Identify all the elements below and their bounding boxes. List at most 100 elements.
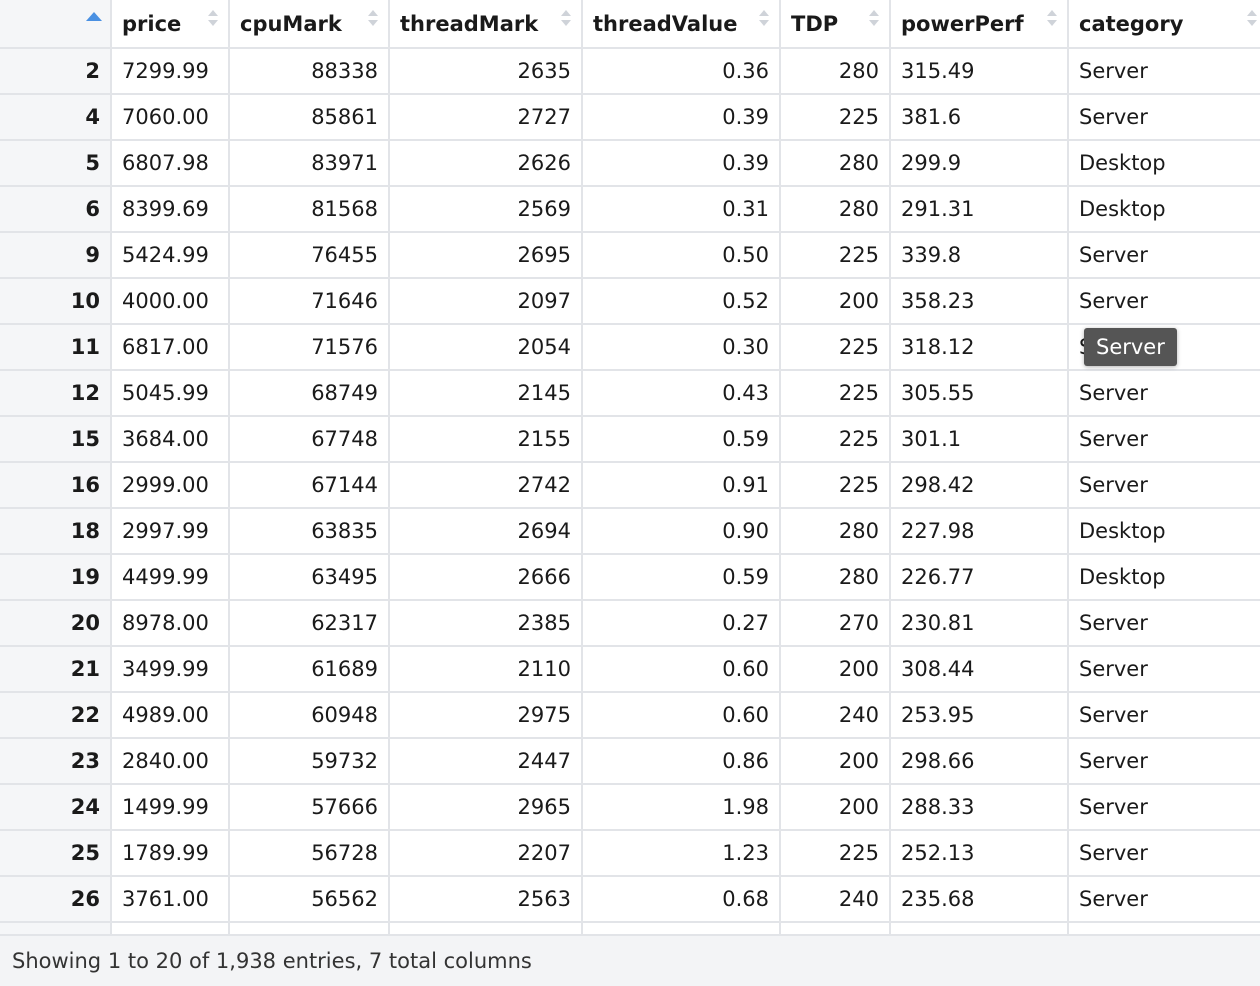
sort-ascending-icon[interactable]	[86, 12, 102, 21]
entries-info: Showing 1 to 20 of 1,938 entries, 7 tota…	[12, 949, 532, 973]
powerPerf-cell: 291.31	[890, 186, 1069, 233]
table-row[interactable]: 20 8978.00 62317 2385 0.27 270 230.81 Server	[0, 600, 1260, 647]
row-number-cell: 26	[0, 876, 112, 923]
row-number-cell: 9	[0, 232, 112, 279]
TDP-cell: 225	[780, 370, 891, 417]
threadValue-cell	[582, 922, 781, 934]
threadValue-cell: 0.43	[582, 370, 781, 417]
row-number-cell: 25	[0, 830, 112, 877]
sort-down-arrow-icon	[1247, 20, 1257, 26]
sort-icon[interactable]	[368, 10, 378, 28]
sort-up-arrow-icon	[869, 10, 879, 16]
sort-icon[interactable]	[759, 10, 769, 28]
row-number-cell: 2	[0, 48, 112, 95]
table-row[interactable]: 10 4000.00 71646 2097 0.52 200 358.23 Server	[0, 278, 1260, 325]
column-label: cpuMark	[240, 11, 342, 36]
table-row[interactable]: 6 8399.69 81568 2569 0.31 280 291.31 Desktop	[0, 186, 1260, 233]
powerPerf-cell: 227.98	[890, 508, 1069, 555]
sort-icon[interactable]	[208, 10, 218, 28]
price-cell: 2997.99	[111, 508, 230, 555]
column-header-price[interactable]: price	[111, 0, 230, 49]
threadMark-cell: 2207	[389, 830, 583, 877]
threadValue-cell: 0.52	[582, 278, 781, 325]
TDP-cell: 280	[780, 140, 891, 187]
threadMark-cell: 2097	[389, 278, 583, 325]
row-number-cell: 10	[0, 278, 112, 325]
table-row[interactable]: 19 4499.99 63495 2666 0.59 280 226.77 Desktop	[0, 554, 1260, 601]
cpuMark-cell: 57666	[229, 784, 390, 831]
price-cell: 7060.00	[111, 94, 230, 141]
threadMark-cell: 2563	[389, 876, 583, 923]
row-number-cell: 18	[0, 508, 112, 555]
column-header-TDP[interactable]: TDP	[780, 0, 891, 49]
category-cell: Server	[1068, 876, 1260, 923]
table-row[interactable]: 21 3499.99 61689 2110 0.60 200 308.44 Server	[0, 646, 1260, 693]
table-row[interactable]: 12 5045.99 68749 2145 0.43 225 305.55 Server	[0, 370, 1260, 417]
category-cell: Desktop	[1068, 186, 1260, 233]
cpuMark-cell: 63835	[229, 508, 390, 555]
powerPerf-cell: 315.49	[890, 48, 1069, 95]
price-cell: 6817.00	[111, 324, 230, 371]
cpuMark-cell: 62317	[229, 600, 390, 647]
table-row[interactable]: 16 2999.00 67144 2742 0.91 225 298.42 Server	[0, 462, 1260, 509]
sort-down-arrow-icon	[869, 20, 879, 26]
table-body: 2 7299.99 88338 2635 0.36 280 315.49 Server 4 706…	[0, 48, 1260, 934]
row-number-cell: 21	[0, 646, 112, 693]
TDP-cell: 240	[780, 876, 891, 923]
column-header-category[interactable]: category	[1068, 0, 1260, 49]
table-row[interactable]	[0, 922, 1260, 934]
price-cell: 8978.00	[111, 600, 230, 647]
sort-icon[interactable]	[561, 10, 571, 28]
sort-icon[interactable]	[869, 10, 879, 28]
column-header-cpuMark[interactable]: cpuMark	[229, 0, 390, 49]
column-header-powerPerf[interactable]: powerPerf	[890, 0, 1069, 49]
row-number-cell: 24	[0, 784, 112, 831]
price-cell: 3499.99	[111, 646, 230, 693]
price-cell: 5045.99	[111, 370, 230, 417]
column-header-threadValue[interactable]: threadValue	[582, 0, 781, 49]
category-cell: Server	[1068, 600, 1260, 647]
sort-up-arrow-icon	[1047, 10, 1057, 16]
threadMark-cell: 2155	[389, 416, 583, 463]
TDP-cell: 200	[780, 738, 891, 785]
threadMark-cell: 2975	[389, 692, 583, 739]
table-row[interactable]: 5 6807.98 83971 2626 0.39 280 299.9 Desktop	[0, 140, 1260, 187]
table-row[interactable]: 15 3684.00 67748 2155 0.59 225 301.1 Server	[0, 416, 1260, 463]
table-row[interactable]: 9 5424.99 76455 2695 0.50 225 339.8 Server	[0, 232, 1260, 279]
column-header-threadMark[interactable]: threadMark	[389, 0, 583, 49]
table-row[interactable]: 4 7060.00 85861 2727 0.39 225 381.6 Server	[0, 94, 1260, 141]
sort-icon[interactable]	[1247, 10, 1257, 28]
column-header-rownum[interactable]	[0, 0, 112, 49]
table-row[interactable]: 25 1789.99 56728 2207 1.23 225 252.13 Server	[0, 830, 1260, 877]
threadMark-cell: 2110	[389, 646, 583, 693]
threadMark-cell: 2666	[389, 554, 583, 601]
table-row[interactable]: 24 1499.99 57666 2965 1.98 200 288.33 Server	[0, 784, 1260, 831]
category-cell: Server	[1068, 784, 1260, 831]
column-label: category	[1079, 11, 1184, 36]
table-row[interactable]: 22 4989.00 60948 2975 0.60 240 253.95 Server	[0, 692, 1260, 739]
TDP-cell: 280	[780, 48, 891, 95]
row-number-cell	[0, 922, 112, 934]
TDP-cell: 280	[780, 508, 891, 555]
row-number-cell: 6	[0, 186, 112, 233]
table-row[interactable]: 2 7299.99 88338 2635 0.36 280 315.49 Server	[0, 48, 1260, 95]
threadMark-cell: 2054	[389, 324, 583, 371]
TDP-cell: 225	[780, 232, 891, 279]
table-row[interactable]: 18 2997.99 63835 2694 0.90 280 227.98 Desktop	[0, 508, 1260, 555]
powerPerf-cell: 358.23	[890, 278, 1069, 325]
column-label: powerPerf	[901, 11, 1024, 36]
sort-icon[interactable]	[1047, 10, 1057, 28]
threadMark-cell	[389, 922, 583, 934]
powerPerf-cell: 299.9	[890, 140, 1069, 187]
table-row[interactable]: 23 2840.00 59732 2447 0.86 200 298.66 Server	[0, 738, 1260, 785]
sort-down-arrow-icon	[368, 20, 378, 26]
row-number-cell: 4	[0, 94, 112, 141]
threadMark-cell: 2694	[389, 508, 583, 555]
cpuMark-cell: 68749	[229, 370, 390, 417]
cpuMark-cell: 71646	[229, 278, 390, 325]
cpuMark-cell: 59732	[229, 738, 390, 785]
cpuMark-cell: 56562	[229, 876, 390, 923]
table-row[interactable]: 26 3761.00 56562 2563 0.68 240 235.68 Server	[0, 876, 1260, 923]
powerPerf-cell	[890, 922, 1069, 934]
